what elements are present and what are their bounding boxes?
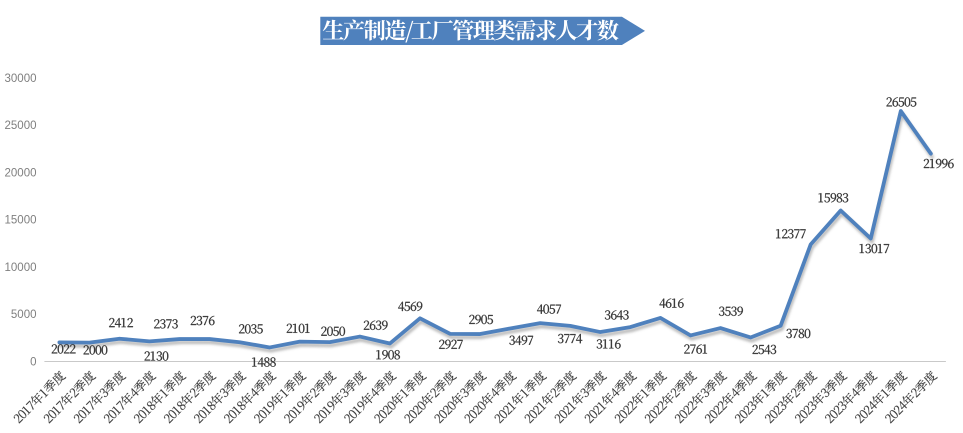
svg-text:20000: 20000 [5,167,37,179]
svg-text:25000: 25000 [5,120,37,132]
svg-text:15000: 15000 [5,215,37,227]
svg-text:30000: 30000 [5,73,37,85]
svg-text:10000: 10000 [5,262,37,274]
svg-text:0: 0 [30,356,36,368]
svg-text:5000: 5000 [11,309,37,321]
